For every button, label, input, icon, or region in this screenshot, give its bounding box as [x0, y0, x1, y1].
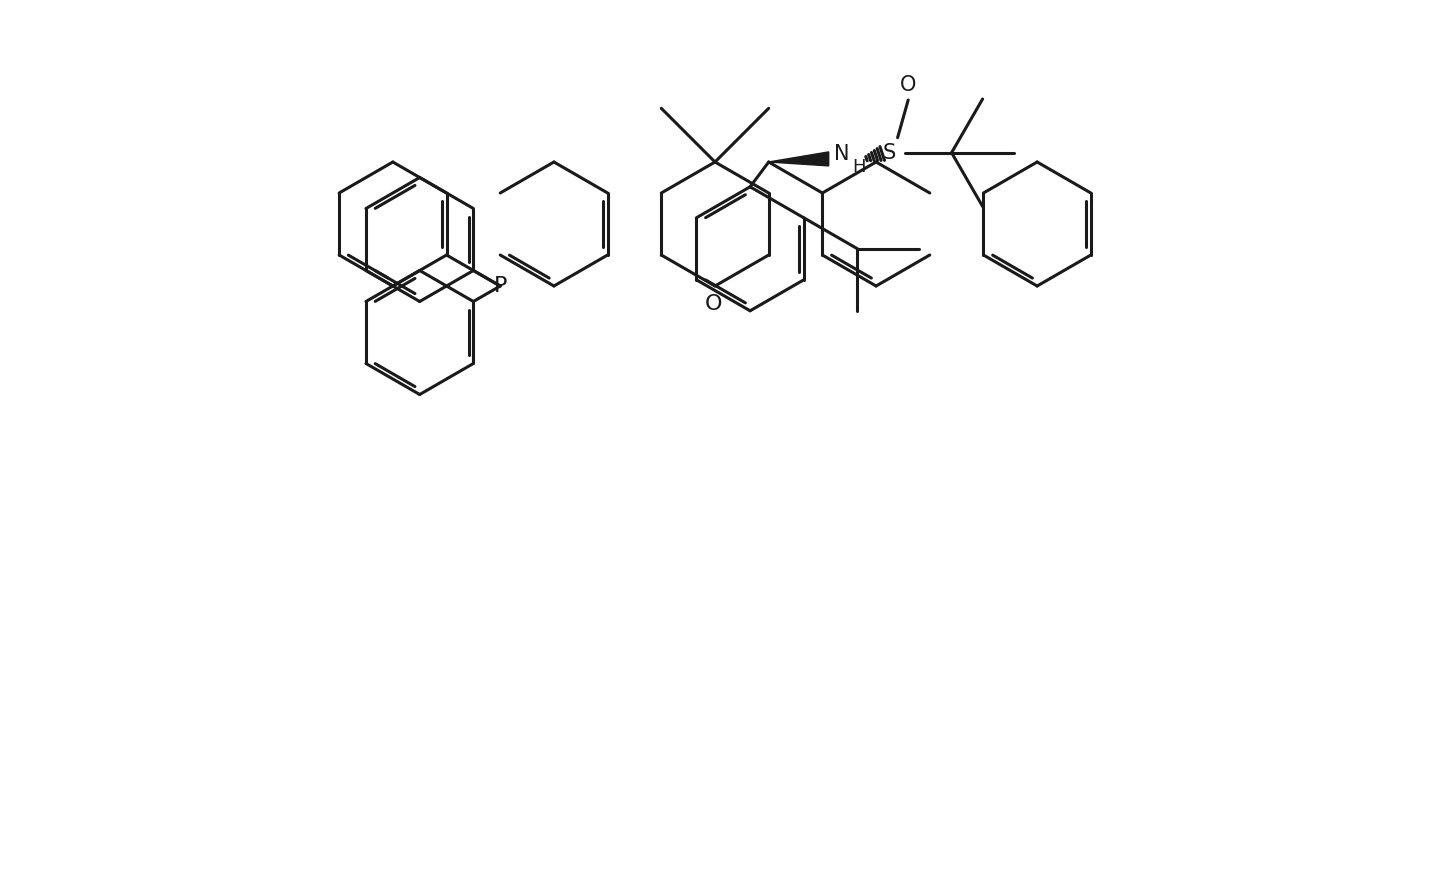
Text: O: O	[705, 294, 722, 314]
Text: S: S	[883, 143, 897, 162]
Text: N: N	[833, 144, 849, 164]
Text: P: P	[493, 276, 508, 296]
Text: H: H	[852, 158, 867, 176]
Text: O: O	[900, 75, 916, 95]
Polygon shape	[769, 152, 829, 166]
